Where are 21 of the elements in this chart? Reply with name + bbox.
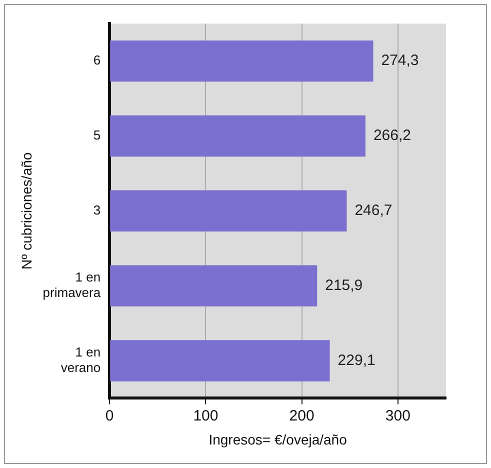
y-tick-label: 5: [93, 128, 101, 143]
data-label: 274,3: [381, 52, 419, 70]
x-tick-label: 0: [105, 407, 114, 424]
data-label: 266,2: [373, 127, 411, 144]
x-tick-label: 300: [385, 407, 410, 424]
data-label: 246,7: [354, 202, 392, 220]
data-label: 215,9: [325, 276, 363, 294]
bar: [110, 115, 366, 157]
data-label: 229,1: [338, 352, 376, 369]
bar: [110, 265, 318, 306]
bar: [110, 340, 330, 382]
y-tick-label: 1 en verano: [60, 344, 101, 376]
bar: [110, 190, 347, 232]
y-tick-label: 1 en primavera: [42, 270, 102, 300]
y-tick-label: 3: [93, 202, 101, 218]
x-axis-title: Ingresos= €/oveja/año: [208, 431, 348, 448]
x-tick-label: 200: [289, 407, 314, 424]
bar: [110, 40, 374, 82]
y-axis-title: Nº cubriciones/año: [18, 152, 34, 270]
y-tick-label: 6: [93, 52, 101, 68]
x-tick-label: 100: [193, 407, 218, 424]
